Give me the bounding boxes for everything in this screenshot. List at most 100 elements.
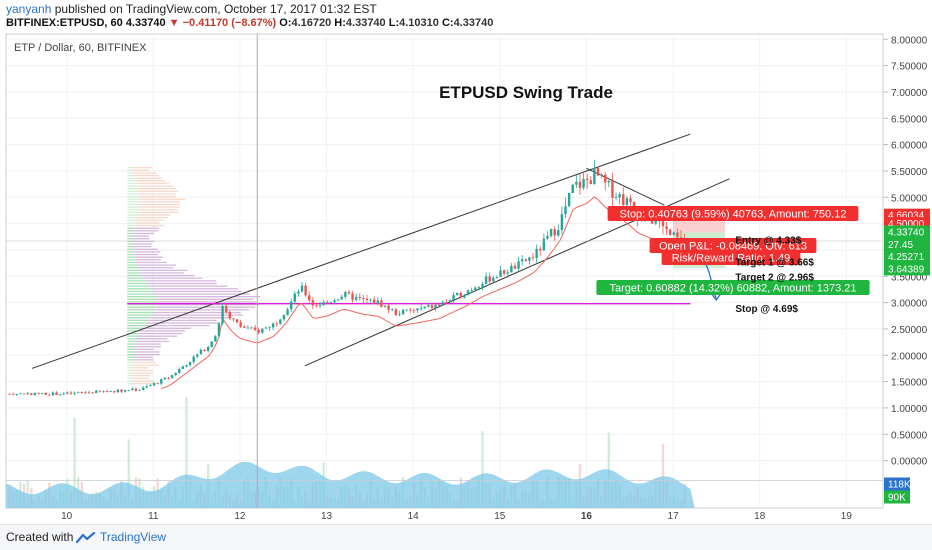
profile-bar-base bbox=[127, 309, 155, 311]
volume-label: 118K bbox=[884, 477, 911, 491]
candle-body bbox=[531, 257, 535, 259]
candle-body bbox=[401, 309, 405, 315]
candle-body bbox=[58, 394, 62, 396]
x-tick-label: 18 bbox=[754, 511, 766, 522]
candle-body bbox=[492, 277, 495, 282]
price-chart[interactable]: Stop: 0.40763 (9.59%) 40763, Amount: 750… bbox=[0, 0, 932, 524]
profile-bar bbox=[132, 245, 152, 248]
profile-bar-base bbox=[127, 238, 133, 240]
candle-body bbox=[412, 310, 416, 311]
candle-body bbox=[250, 327, 253, 329]
profile-bar-base bbox=[127, 232, 134, 235]
profile-bar bbox=[132, 238, 150, 240]
candle-body bbox=[376, 300, 380, 304]
profile-bar-base bbox=[127, 217, 137, 219]
profile-bar bbox=[133, 369, 154, 372]
candle-body bbox=[156, 383, 159, 384]
target-label-bg bbox=[596, 280, 870, 295]
candle-body bbox=[232, 318, 235, 320]
profile-bar bbox=[139, 332, 183, 335]
profile-bar bbox=[135, 219, 164, 221]
candle-body bbox=[127, 390, 130, 391]
candle-body bbox=[560, 214, 564, 231]
rr-label: Risk/Reward Ratio: 1.49 bbox=[661, 250, 801, 265]
y-tick-label: 2.50000 bbox=[891, 325, 928, 336]
profile-bar-base bbox=[127, 230, 135, 232]
pnl-label-bg bbox=[649, 238, 817, 253]
candle-body bbox=[459, 292, 463, 298]
profile-bar-base bbox=[127, 188, 138, 190]
candle-body bbox=[293, 293, 296, 302]
candle-body bbox=[40, 392, 44, 394]
price-change: −0.41170 (−8.67%) bbox=[182, 17, 277, 29]
candle-body bbox=[611, 180, 614, 198]
candle-body bbox=[679, 237, 683, 239]
candle-body bbox=[676, 232, 679, 238]
profile-bar-base bbox=[127, 346, 135, 348]
candle-body bbox=[257, 329, 260, 333]
candle-body bbox=[152, 383, 156, 386]
profile-bar bbox=[132, 243, 152, 245]
profile-bar-base bbox=[127, 298, 156, 300]
profile-bar bbox=[156, 303, 260, 306]
profile-bar bbox=[152, 311, 241, 314]
profile-bar-base bbox=[127, 356, 133, 358]
volume-bar bbox=[481, 431, 484, 508]
candle-body bbox=[553, 229, 556, 236]
stop-label: Stop: 0.40763 (9.59%) 40763, Amount: 750… bbox=[607, 206, 859, 221]
candle-body bbox=[524, 259, 528, 261]
x-tick-label: 16 bbox=[581, 511, 593, 522]
profile-bar bbox=[136, 338, 168, 340]
profile-bar bbox=[137, 188, 176, 190]
author-name[interactable]: yanyanh bbox=[6, 2, 52, 16]
rr-label-text: Risk/Reward Ratio: 1.49 bbox=[672, 253, 791, 265]
created-with-text: Created with bbox=[6, 530, 74, 544]
candle-body bbox=[33, 392, 37, 395]
profile-bar bbox=[140, 198, 186, 200]
tradingview-link[interactable]: TradingView bbox=[100, 530, 167, 544]
candle-body bbox=[510, 265, 513, 273]
profile-bar-base bbox=[127, 256, 136, 258]
candle-body bbox=[123, 390, 127, 392]
candle-body bbox=[87, 392, 91, 394]
profile-bar-base bbox=[127, 382, 133, 385]
candle-body bbox=[520, 259, 524, 262]
candle-body bbox=[333, 300, 336, 303]
profile-bar bbox=[134, 248, 159, 250]
candle-body bbox=[484, 276, 488, 284]
candle-body bbox=[134, 388, 138, 391]
chart-title: ETPUSD Swing Trade bbox=[439, 83, 613, 102]
profile-bar bbox=[138, 190, 178, 192]
profile-bar bbox=[135, 256, 163, 258]
candle-body bbox=[304, 285, 307, 296]
candle-body bbox=[279, 319, 282, 324]
profile-bar-base bbox=[127, 248, 135, 250]
candle-body bbox=[15, 393, 19, 395]
candle-body bbox=[318, 305, 322, 306]
trailing-stop-line bbox=[161, 196, 685, 390]
y-tick-label: 2.00000 bbox=[891, 351, 928, 362]
profile-bar-base bbox=[127, 224, 136, 227]
candle-body bbox=[217, 323, 221, 337]
stop-label-bg bbox=[607, 206, 859, 221]
profile-bar-base bbox=[127, 348, 134, 350]
x-axis: 10 11 12 13 14 15 16 17 18 19 bbox=[61, 511, 852, 522]
candle-body bbox=[80, 392, 84, 393]
target-label: Target: 0.60882 (14.32%) 60882, Amount: … bbox=[596, 280, 870, 295]
candle-body bbox=[297, 291, 300, 294]
profile-bar bbox=[136, 182, 170, 185]
profile-bar bbox=[134, 353, 160, 356]
x-tick-label: 13 bbox=[321, 511, 333, 522]
profile-bar-base bbox=[127, 211, 139, 214]
candle-body bbox=[199, 349, 203, 355]
profile-bar-base bbox=[127, 359, 134, 361]
x-tick-label: 14 bbox=[408, 511, 420, 522]
volume-bar bbox=[185, 397, 188, 508]
price-label: 3.64389 bbox=[884, 262, 930, 276]
candle-body bbox=[354, 297, 358, 300]
candle-body bbox=[477, 287, 481, 288]
profile-bar bbox=[131, 367, 149, 369]
candle-body bbox=[275, 323, 278, 325]
candle-body bbox=[8, 393, 11, 395]
profile-bar-base bbox=[127, 253, 135, 256]
